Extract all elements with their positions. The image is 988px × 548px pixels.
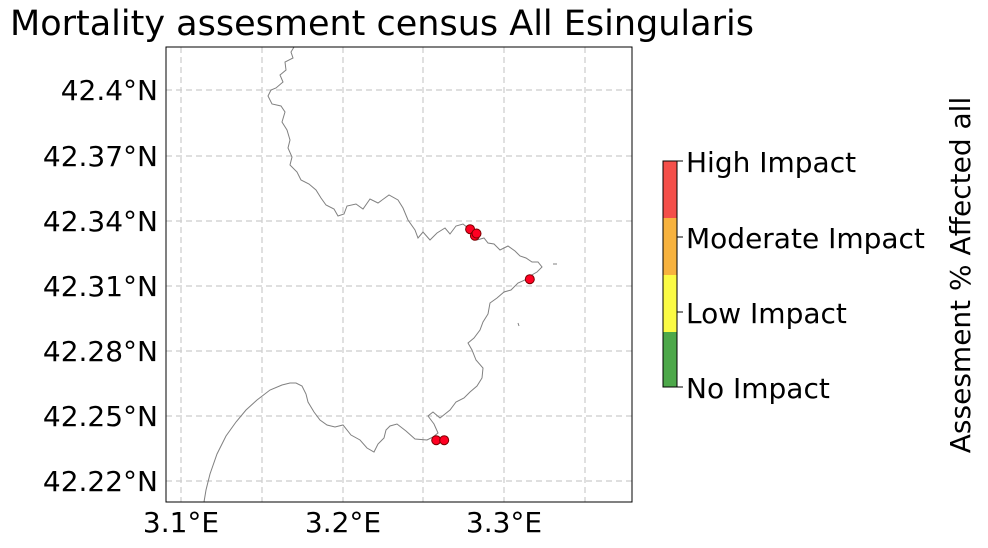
x-tick-label: 3.2°E <box>305 506 381 539</box>
y-tick-label: 42.28°N <box>43 335 158 368</box>
colorbar-segment-high <box>663 161 677 218</box>
map-title: Mortality assesment census All Esingular… <box>10 4 754 44</box>
grid <box>166 47 632 502</box>
y-tick-label: 42.37°N <box>43 140 158 173</box>
colorbar-segment-moderate <box>663 218 677 275</box>
y-tick-label: 42.34°N <box>43 205 158 238</box>
colorbar-label-moderate: Moderate Impact <box>686 222 925 255</box>
y-tick-label: 42.31°N <box>43 270 158 303</box>
x-tick-label: 3.1°E <box>143 506 219 539</box>
impact-marker <box>439 435 450 446</box>
colorbar-segment-none <box>663 332 677 387</box>
colorbar-title: Assesment % Affected all <box>944 97 977 453</box>
x-tick-label: 3.3°E <box>466 506 542 539</box>
markers-layer <box>431 224 535 446</box>
coastline <box>203 46 557 503</box>
y-axis-labels: 42.4°N 42.37°N 42.34°N 42.31°N 42.28°N 4… <box>43 74 158 498</box>
colorbar-frame <box>662 160 678 388</box>
impact-marker <box>524 274 535 285</box>
colorbar: High Impact Moderate Impact Low Impact N… <box>662 146 925 405</box>
colorbar-segment-low <box>663 275 677 332</box>
y-tick-label: 42.25°N <box>43 400 158 433</box>
colorbar-label-none: No Impact <box>686 372 830 405</box>
plot-frame <box>165 46 633 503</box>
y-tick-label: 42.4°N <box>61 74 158 107</box>
x-axis-labels: 3.1°E 3.2°E 3.3°E <box>143 506 542 539</box>
colorbar-label-high: High Impact <box>686 146 856 179</box>
impact-marker <box>471 228 482 239</box>
y-tick-label: 42.22°N <box>43 465 158 498</box>
colorbar-label-low: Low Impact <box>686 297 847 330</box>
